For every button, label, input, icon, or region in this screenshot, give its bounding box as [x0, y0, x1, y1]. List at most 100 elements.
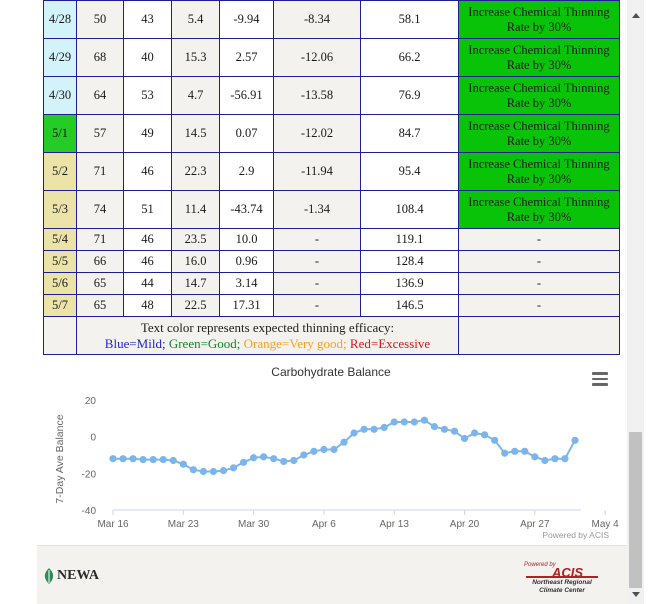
recommendation-cell: - [458, 272, 620, 295]
data-point [290, 456, 298, 465]
acis-nrcc-text: Northeast Regional Climate Center [522, 579, 602, 594]
data-point [360, 425, 368, 433]
value-cell: 65 [76, 294, 124, 317]
value-cell: 22.3 [171, 152, 220, 191]
value-cell: 146.5 [360, 294, 459, 317]
data-point [531, 453, 539, 461]
data-point [270, 455, 278, 463]
data-point [320, 445, 328, 454]
acis-line1: Northeast Regional [532, 579, 592, 586]
table-row: 5/1 57 49 14.5 0.07 -12.02 84.7 Increase Chemic… [43, 114, 620, 153]
value-cell: 66.2 [360, 38, 459, 77]
value-cell: 10.0 [219, 228, 274, 251]
x-tick-label: Mar 30 [238, 519, 270, 530]
scroll-down-arrow-icon[interactable] [632, 592, 640, 597]
thinning-table: 4/28 50 43 5.4 -9.94 -8.34 58.1 Increase Chemic… [43, 0, 620, 355]
data-point [129, 455, 137, 463]
legend-green: Green=Good; [168, 335, 241, 351]
value-cell: 95.4 [360, 152, 459, 191]
data-point [310, 447, 318, 455]
recommendation-cell: Increase Chemical Thinning Rate by 30% [458, 152, 620, 191]
value-cell: 76.9 [360, 76, 459, 115]
y-tick-label: -40 [82, 506, 97, 517]
newa-logo[interactable]: NEWA [43, 568, 99, 584]
value-cell: -56.91 [219, 76, 274, 115]
value-cell: 119.1 [360, 228, 459, 251]
x-tick-label: Mar 16 [97, 519, 129, 530]
data-point [239, 458, 248, 466]
scroll-up-arrow-icon[interactable] [632, 13, 640, 18]
chart-credit: Powered by ACIS [542, 530, 609, 540]
data-point [561, 455, 569, 463]
recommendation-cell: - [458, 250, 620, 273]
data-point [420, 416, 428, 424]
data-point [410, 418, 418, 426]
table-row: 4/29 68 40 15.3 2.57 -12.06 66.2 Increase Chemi… [43, 38, 620, 77]
table-row: 5/7 65 48 22.5 17.31-146.5- [43, 294, 620, 317]
value-cell: 68 [76, 38, 124, 77]
date-cell: 5/2 [43, 152, 77, 191]
table-row: 5/6 65 44 14.7 3.14-136.9- [43, 272, 620, 295]
data-point [460, 434, 469, 443]
acis-logo[interactable]: Powered by ACIS Northeast Regional Clima… [522, 562, 602, 596]
value-cell: 0.96 [219, 250, 274, 273]
value-cell: -12.06 [273, 38, 361, 77]
legend-red: Red=Excessive [349, 335, 431, 351]
table-row: 4/28 50 43 5.4 -9.94 -8.34 58.1 Increase Chemic… [43, 0, 620, 39]
legend-colors: Blue=Mild; Green=Good; Orange=Very good;… [78, 335, 458, 352]
date-cell: 5/4 [43, 228, 77, 251]
value-cell: 23.5 [171, 228, 220, 251]
data-point [119, 455, 127, 463]
scrollbar[interactable] [627, 0, 644, 604]
value-cell: 46 [123, 152, 172, 191]
legend-blue: Blue=Mild; [104, 335, 166, 351]
value-cell: 14.5 [171, 114, 220, 153]
value-cell: -12.02 [273, 114, 361, 153]
value-cell: 17.31 [219, 294, 274, 317]
value-cell: 2.9 [219, 152, 274, 191]
data-point [440, 425, 449, 433]
value-cell: 128.4 [360, 250, 459, 273]
legend-title: Text color represents expected thinning … [140, 319, 395, 335]
data-point [370, 425, 378, 433]
scrollbar-thumb[interactable] [629, 432, 642, 588]
chart-menu-icon[interactable] [592, 372, 608, 386]
data-point [169, 456, 177, 465]
data-point [189, 466, 197, 474]
value-cell: 49 [123, 114, 172, 153]
data-point [209, 467, 218, 476]
value-cell: -11.94 [273, 152, 361, 191]
data-point [350, 429, 358, 437]
value-cell: 53 [123, 76, 172, 115]
table-row: 5/4 71 46 23.5 10.0-119.1- [43, 228, 620, 251]
x-tick-label: Apr 6 [312, 519, 336, 530]
legend-orange: Orange=Very good; [243, 335, 347, 351]
footer: NEWA Powered by ACIS Northeast Regional … [37, 545, 627, 604]
data-point [521, 447, 529, 455]
value-cell: 71 [76, 228, 124, 251]
value-cell: 40 [123, 38, 172, 77]
data-point [109, 455, 117, 463]
data-point [300, 451, 308, 459]
acis-swoosh [526, 576, 598, 578]
value-cell: - [273, 294, 361, 317]
value-cell: 136.9 [360, 272, 459, 295]
data-point [139, 455, 147, 464]
value-cell: 15.3 [171, 38, 220, 77]
data-point [541, 456, 549, 465]
date-cell: 4/28 [43, 0, 77, 39]
value-cell: 2.57 [219, 38, 274, 77]
legend-cell: Text color represents expected thinning … [76, 316, 459, 355]
value-cell: 71 [76, 152, 124, 191]
data-point [481, 431, 489, 439]
acis-powered-text: Powered by [524, 562, 556, 568]
date-cell: 5/3 [43, 190, 77, 229]
table-row: 5/3 74 51 11.4 -43.74 -1.34 108.4 Increase Chem… [43, 190, 620, 229]
value-cell: - [273, 250, 361, 273]
data-point [450, 427, 459, 435]
value-cell: - [273, 272, 361, 295]
y-tick-label: -20 [82, 469, 97, 480]
recommendation-cell: Increase Chemical Thinning Rate by 30% [458, 76, 620, 115]
data-point [250, 454, 258, 462]
value-cell: 108.4 [360, 190, 459, 229]
